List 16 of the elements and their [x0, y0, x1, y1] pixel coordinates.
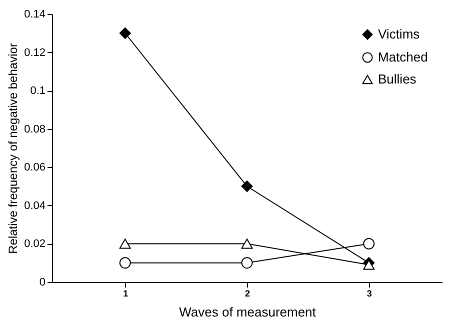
- legend-label: Victims: [378, 26, 420, 42]
- x-tick-label: 3: [366, 288, 372, 298]
- y-tick-label: 0.04: [24, 200, 46, 212]
- y-tick-label: 0.02: [24, 238, 46, 250]
- legend-label: Bullies: [378, 72, 417, 86]
- y-tick-label: 0.08: [24, 123, 46, 136]
- y-tick-label: 0: [39, 276, 46, 288]
- y-tick-label: 0.06: [24, 162, 46, 174]
- y-tick-label: 0.12: [24, 46, 46, 59]
- y-tick-label: 0.14: [24, 8, 46, 20]
- x-tick-label: 2: [244, 288, 250, 298]
- x-tick-label: 1: [123, 288, 128, 298]
- y-axis-title: Relative frequency of negative behavior: [6, 43, 20, 254]
- x-axis-title: Waves of measurement: [179, 304, 316, 320]
- legend-label: Matched: [378, 50, 428, 64]
- y-tick-label: 0.1: [30, 85, 46, 98]
